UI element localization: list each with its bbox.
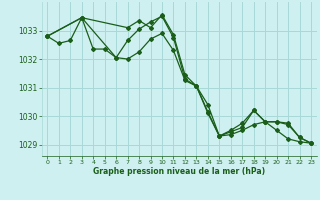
X-axis label: Graphe pression niveau de la mer (hPa): Graphe pression niveau de la mer (hPa) bbox=[93, 167, 265, 176]
